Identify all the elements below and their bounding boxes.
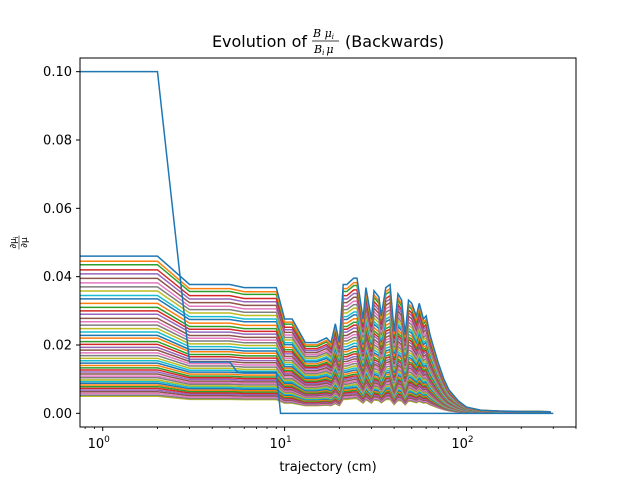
title-suffix: (Backwards) bbox=[345, 32, 444, 51]
title-fraction-denominator: Bi μ bbox=[313, 43, 334, 57]
chart-title: Evolution of B μi Bi μ (Backwards) bbox=[212, 27, 444, 57]
x-tick-label: 100 bbox=[88, 435, 111, 452]
x-tick-label: 101 bbox=[269, 435, 291, 452]
y-tick-label: 0.10 bbox=[43, 65, 72, 80]
x-axis-label: trajectory (cm) bbox=[279, 460, 376, 475]
title-fraction-numerator: B μi bbox=[312, 27, 334, 41]
x-axis-ticks: 100 101 102 bbox=[84, 427, 577, 452]
y-tick-label: 0.04 bbox=[43, 270, 72, 285]
y-axis-ticks: 0.00 0.02 0.04 0.06 0.08 0.10 bbox=[43, 65, 80, 422]
axes-frame bbox=[79, 57, 577, 428]
plot-lines bbox=[80, 70, 554, 415]
y-tick-label: 0.06 bbox=[43, 202, 72, 217]
title-prefix: Evolution of bbox=[212, 32, 307, 51]
y-tick-label: 0.02 bbox=[43, 339, 72, 354]
y-label-numerator: ∂μi bbox=[9, 236, 20, 248]
y-label-denominator: ∂μ bbox=[20, 237, 30, 248]
y-axis-label: ∂μi ∂μ bbox=[9, 235, 30, 250]
y-tick-label: 0.08 bbox=[43, 134, 72, 149]
series-line bbox=[80, 255, 551, 413]
x-tick-label: 102 bbox=[451, 435, 473, 452]
y-tick-label: 0.00 bbox=[43, 407, 72, 422]
dominant-series-line bbox=[80, 70, 554, 415]
